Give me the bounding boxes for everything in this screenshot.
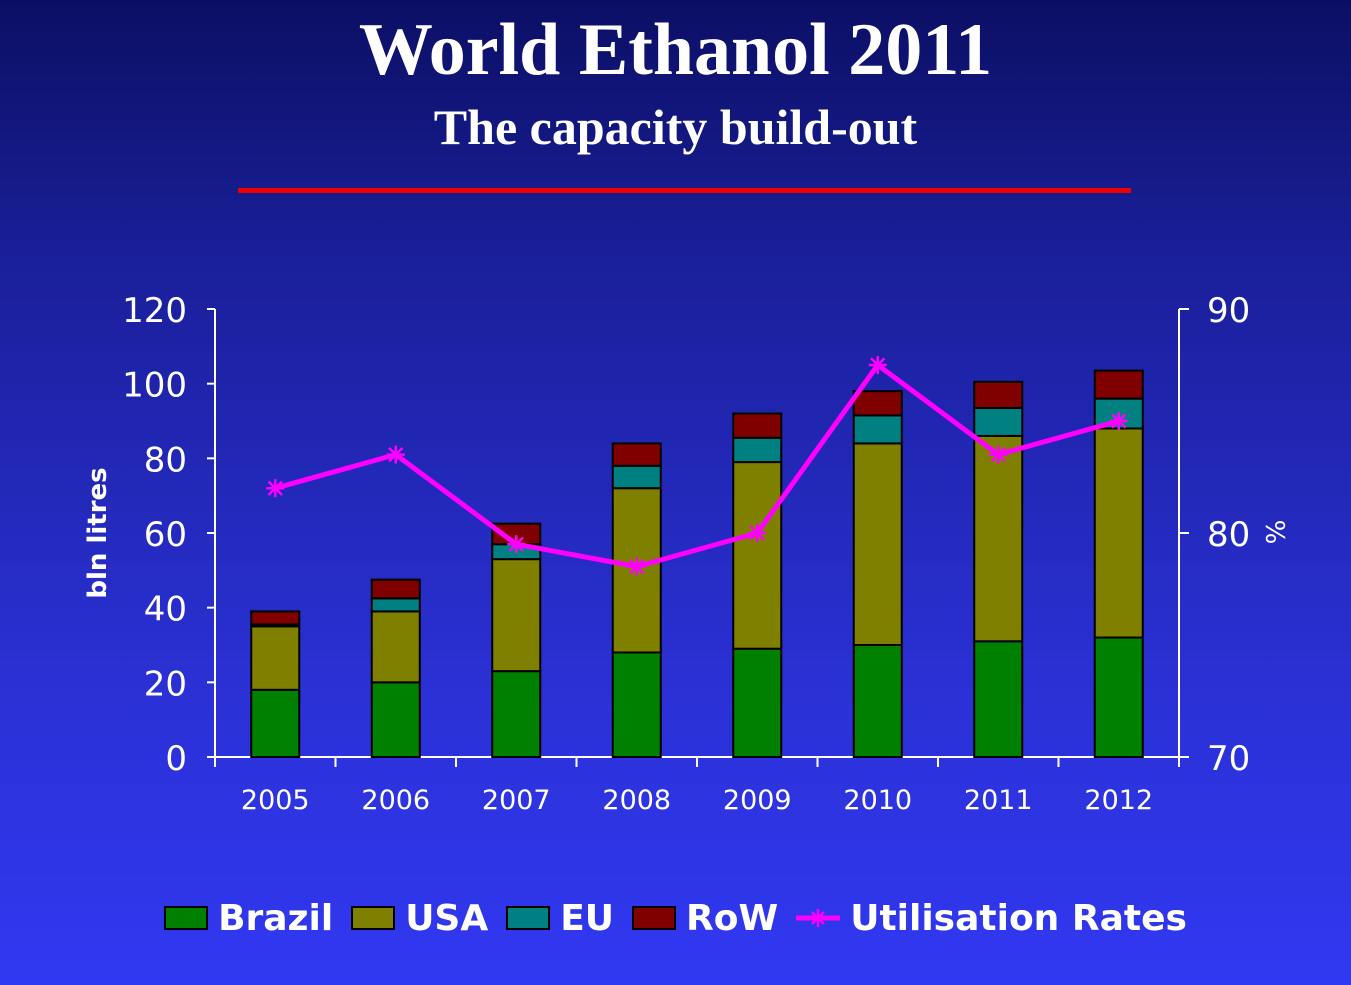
bar-segment [973,640,1024,758]
utilisation-point [266,479,285,498]
bar-segment [370,610,421,684]
legend-swatch [506,906,551,930]
chart-axes [207,308,1189,767]
y-tick-label-left: 0 [165,739,187,779]
bar-segment [370,578,421,600]
chart-legend: Brazil USA EU RoW Utilisation Rates [0,895,1351,941]
y-tick-label-left: 80 [144,440,187,480]
bar-segment [973,380,1024,409]
y-tick-label-right: 90 [1207,291,1250,331]
legend-label: USA [405,897,489,939]
utilisation-point [507,535,526,554]
bar-segment [852,414,903,445]
utilisation-point [386,445,405,464]
bar-segment [370,681,421,758]
bar-segment [1093,369,1144,400]
bar-segment [250,625,301,691]
legend-swatch [351,906,396,930]
bar-segment [370,597,421,613]
marker-stroke [990,446,1006,463]
legend-item-brazil: Brazil [164,898,333,939]
marker-stroke [749,525,765,541]
marker-stroke [508,536,524,552]
utilisation-line [266,356,1128,576]
bar-segment [852,644,903,758]
legend-label: RoW [686,897,779,939]
bar-segment [1093,427,1144,639]
legend-marker [811,911,826,925]
chart-labels: 0 20 40 60 80 100 120 70 80 90 2005 2006 2007 2008 200… [83,291,1289,816]
bar-segment [250,688,301,758]
x-tick-label: 2012 [1084,785,1153,816]
utilisation-line-path [274,362,1120,570]
y-axis-title-left: bln litres [83,467,113,598]
y-tick-label-left: 120 [122,291,187,331]
bar-segment [732,412,783,439]
y-tick-label-right: 80 [1207,515,1250,555]
bar-segment [611,464,662,490]
bar-segment [732,647,783,759]
marker-stroke [267,480,283,496]
y-tick-label-left: 20 [144,664,187,704]
legend-swatch [632,906,677,930]
legend-item-eu: EU [506,898,614,939]
legend-label: Brazil [218,897,334,939]
bar-segment [611,442,662,467]
bar-segment [852,390,903,417]
x-tick-label: 2006 [361,785,430,816]
bar-segment [491,670,542,759]
y-tick-label-left: 40 [144,590,187,630]
bar-segment [973,406,1024,437]
title-divider [238,188,1131,193]
legend-label: EU [560,897,615,939]
bar-segment [1093,636,1144,758]
bar-segment [611,651,662,759]
x-tick-label: 2011 [964,785,1033,816]
marker-stroke [629,558,645,575]
utilisation-point [748,524,767,542]
slide-title: World Ethanol 2011 [358,9,993,91]
bar-segment [852,442,903,646]
slide-subtitle: The capacity build-out [433,99,918,155]
bar-segment [973,434,1024,643]
bar-segment [491,558,542,673]
marker-stroke [388,446,404,463]
utilisation-point [1109,412,1128,430]
legend-item-usa: USA [351,898,488,939]
marker-stroke [870,357,886,373]
bar-segment [732,436,783,464]
x-tick-label: 2007 [482,785,551,816]
utilisation-point [989,445,1008,464]
y-tick-label-left: 60 [144,515,187,555]
legend-label: Utilisation Rates [850,897,1187,939]
y-tick-label-right: 70 [1207,739,1250,779]
legend-line-swatch [796,909,841,927]
marker-stroke [1111,413,1127,429]
x-tick-label: 2008 [602,785,671,816]
legend-item-row: RoW [632,898,778,939]
utilisation-point [868,356,887,374]
legend-swatch [164,906,209,930]
utilisation-point [627,557,646,576]
y-axis-title-right: % [1259,520,1289,545]
bar-segment [250,610,301,626]
chart-bars [250,369,1144,759]
x-tick-label: 2005 [241,785,310,816]
bar-segment [732,461,783,650]
y-tick-label-left: 100 [122,366,187,406]
x-tick-label: 2009 [723,785,792,816]
legend-item-utilisation-rates: Utilisation Rates [796,898,1187,939]
x-tick-label: 2010 [843,785,912,816]
